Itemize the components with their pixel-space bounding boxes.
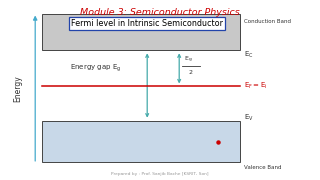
Text: $\mathrm{E_g}$: $\mathrm{E_g}$ xyxy=(184,55,192,65)
Bar xyxy=(42,14,240,50)
Text: Energy: Energy xyxy=(13,75,22,102)
Text: Fermi level in Intrinsic Semiconductor: Fermi level in Intrinsic Semiconductor xyxy=(71,19,223,28)
Text: Module 3: Semiconductor Physics: Module 3: Semiconductor Physics xyxy=(80,8,240,17)
Text: $\mathrm{E_C}$: $\mathrm{E_C}$ xyxy=(244,50,253,60)
Text: Energy gap $\mathrm{E_g}$: Energy gap $\mathrm{E_g}$ xyxy=(70,63,122,74)
Text: 2: 2 xyxy=(188,69,192,75)
Text: $\mathrm{E_F = E_i}$: $\mathrm{E_F = E_i}$ xyxy=(244,80,268,91)
Text: Valence Band: Valence Band xyxy=(244,165,281,170)
Text: Prepared by : Prof. Sanjib Bache [KSRIT, Son]: Prepared by : Prof. Sanjib Bache [KSRIT,… xyxy=(111,172,209,176)
Text: Conduction Band: Conduction Band xyxy=(244,19,291,24)
Bar xyxy=(42,121,240,162)
Text: $\mathrm{E_V}$: $\mathrm{E_V}$ xyxy=(244,113,254,123)
